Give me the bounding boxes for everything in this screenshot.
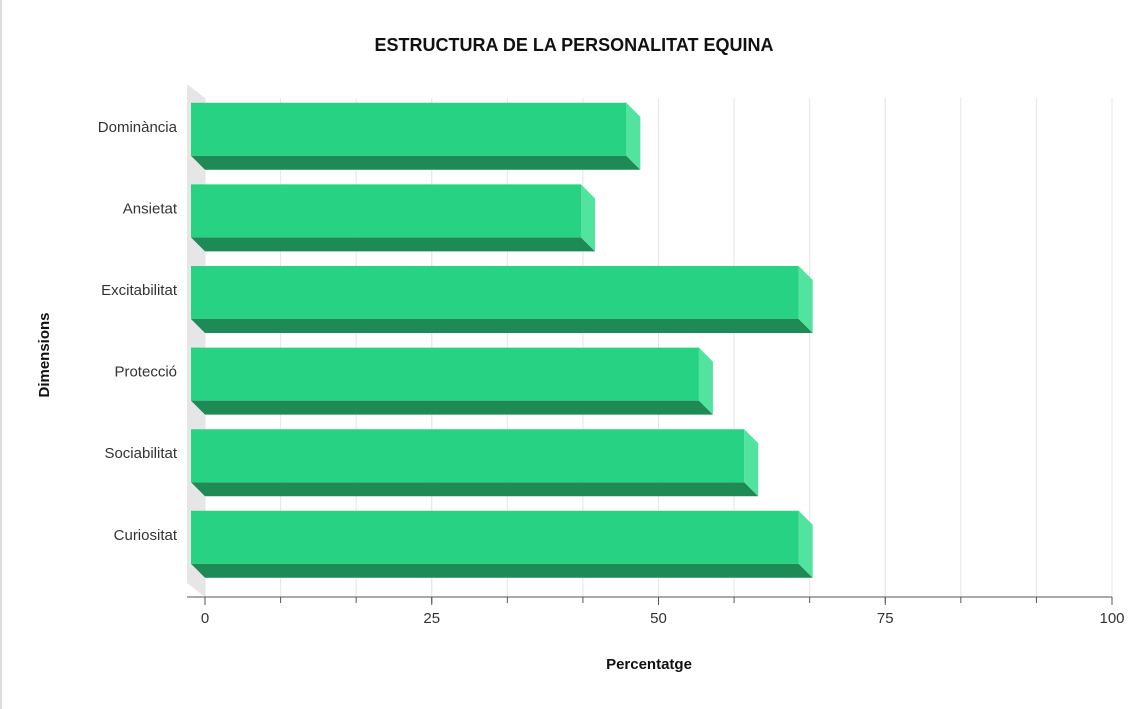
- y-tick-label: Curiositat: [114, 527, 178, 544]
- bar: [191, 429, 759, 497]
- y-tick-label: Sociabilitat: [104, 445, 177, 462]
- y-tick-label: Protecció: [114, 364, 177, 381]
- bar-side: [626, 102, 641, 170]
- bar: [191, 102, 641, 170]
- bar-front: [191, 184, 582, 238]
- bar-bottom: [191, 237, 596, 252]
- bar-side: [698, 347, 713, 415]
- x-tick-label: 0: [201, 610, 209, 627]
- y-axis-title: Dimensions: [36, 312, 53, 397]
- bar-side: [744, 429, 759, 497]
- bar: [191, 347, 713, 415]
- chart-title: ESTRUCTURA DE LA PERSONALITAT EQUINA: [375, 35, 774, 55]
- bar: [191, 184, 596, 252]
- x-tick-label: 100: [1099, 610, 1124, 627]
- bar-front: [191, 429, 745, 483]
- bar-bottom: [191, 563, 813, 578]
- x-tick-label: 50: [650, 610, 667, 627]
- x-axis-title: Percentatge: [606, 656, 692, 673]
- y-tick-label: Ansietat: [123, 200, 178, 217]
- y-tick-label: Dominància: [98, 119, 178, 136]
- bar-side: [798, 266, 813, 333]
- bar-side: [798, 510, 813, 578]
- bar-front: [191, 266, 799, 319]
- bar-side: [581, 184, 596, 252]
- x-tick-label: 75: [877, 610, 894, 627]
- y-tick-label: Excitabilitat: [101, 282, 178, 299]
- bar-front: [191, 510, 799, 564]
- bar: [191, 266, 813, 333]
- bar-front: [191, 347, 699, 401]
- bar-bottom: [191, 482, 759, 497]
- bar-front: [191, 102, 627, 156]
- bar-bottom: [191, 155, 641, 170]
- x-tick-label: 25: [423, 610, 440, 627]
- bar-bottom: [191, 400, 713, 415]
- bar-bottom: [191, 319, 813, 333]
- bar: [191, 510, 813, 578]
